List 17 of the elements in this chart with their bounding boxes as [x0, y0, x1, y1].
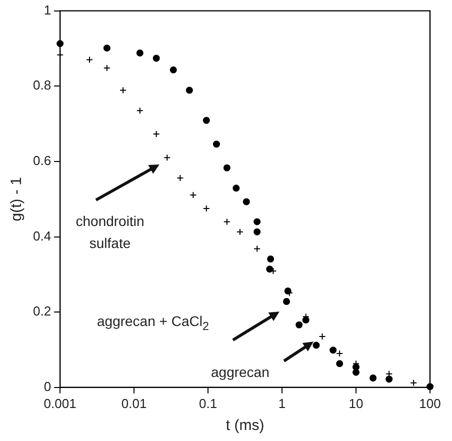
y-tick-label: 1 [44, 2, 52, 18]
y-axis-title: g(t) - 1 [8, 177, 26, 222]
x-axis-title: t (ms) [226, 417, 264, 434]
x-tick-label: 0.1 [199, 396, 218, 411]
annotation: aggrecan + CaCl$_{2}$ [97, 313, 209, 335]
x-tick-label: 100 [419, 396, 441, 411]
annotation: aggrecan [211, 364, 270, 380]
x-tick-label: 1 [278, 396, 286, 411]
annotation: chondroitin sulfate [74, 212, 146, 253]
x-tick-label: 0.01 [121, 396, 147, 411]
y-tick-label: 0.6 [32, 153, 52, 168]
y-tick-label: 0.4 [32, 228, 52, 244]
y-tick-label: 0.8 [32, 78, 52, 93]
x-tick-label: 10 [348, 396, 364, 411]
y-tick-label: 0 [44, 378, 52, 394]
y-tick-label: 0.2 [32, 304, 52, 319]
x-tick-label: 0.001 [44, 396, 76, 411]
